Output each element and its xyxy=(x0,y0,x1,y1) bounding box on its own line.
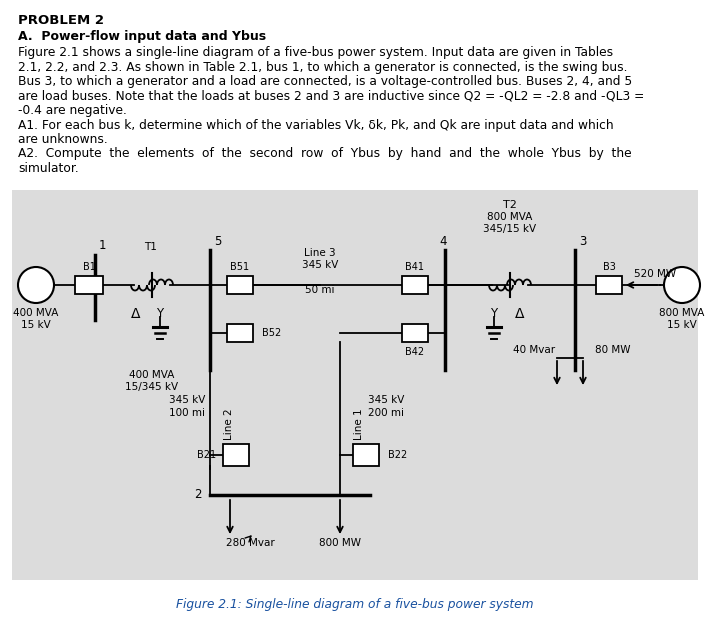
Circle shape xyxy=(18,267,54,303)
Text: 2.1, 2.2, and 2.3. As shown in Table 2.1, bus 1, to which a generator is connect: 2.1, 2.2, and 2.3. As shown in Table 2.1… xyxy=(18,60,628,73)
Text: 345 kV: 345 kV xyxy=(368,395,405,405)
Text: Δ: Δ xyxy=(515,307,525,321)
Text: 345 kV: 345 kV xyxy=(302,260,338,270)
Bar xyxy=(402,276,428,294)
Text: 400 MVA: 400 MVA xyxy=(13,308,59,318)
Bar xyxy=(227,324,253,342)
Bar xyxy=(12,190,698,580)
Bar xyxy=(223,444,249,466)
Text: B41: B41 xyxy=(405,262,425,272)
Text: B22: B22 xyxy=(388,450,408,460)
Text: 400 MVA: 400 MVA xyxy=(129,370,175,380)
Text: Figure 2.1: Single-line diagram of a five-bus power system: Figure 2.1: Single-line diagram of a fiv… xyxy=(176,598,534,611)
Text: Figure 2.1 shows a single-line diagram of a five-bus power system. Input data ar: Figure 2.1 shows a single-line diagram o… xyxy=(18,46,613,59)
Text: Y: Y xyxy=(156,307,163,320)
Text: B3: B3 xyxy=(603,262,616,272)
Text: 345/15 kV: 345/15 kV xyxy=(484,224,537,234)
Bar xyxy=(75,276,103,294)
Text: 15/345 kV: 15/345 kV xyxy=(126,382,178,392)
Text: A1. For each bus k, determine which of the variables Vk, δk, Pk, and Qk are inpu: A1. For each bus k, determine which of t… xyxy=(18,119,613,131)
Text: 280 Mvar: 280 Mvar xyxy=(226,538,275,548)
Text: 200 mi: 200 mi xyxy=(368,408,404,418)
Text: 345 kV: 345 kV xyxy=(169,395,205,405)
Text: 15 kV: 15 kV xyxy=(21,320,51,330)
Text: A2.  Compute  the  elements  of  the  second  row  of  Ybus  by  hand  and  the : A2. Compute the elements of the second r… xyxy=(18,148,632,161)
Bar xyxy=(596,276,622,294)
Text: Y: Y xyxy=(491,307,498,320)
Text: 800 MVA: 800 MVA xyxy=(487,212,532,222)
Text: Line 1: Line 1 xyxy=(354,408,364,440)
Text: 15 kV: 15 kV xyxy=(667,320,697,330)
Text: 520 MW: 520 MW xyxy=(634,269,676,279)
Text: Line 2: Line 2 xyxy=(224,408,234,440)
Text: 5: 5 xyxy=(214,235,222,248)
Text: Δ: Δ xyxy=(131,307,141,321)
Text: T1: T1 xyxy=(144,242,157,252)
Text: simulator.: simulator. xyxy=(18,162,79,175)
Text: 100 mi: 100 mi xyxy=(169,408,205,418)
Text: are unknowns.: are unknowns. xyxy=(18,133,108,146)
Text: B21: B21 xyxy=(197,450,216,460)
Text: 80 MW: 80 MW xyxy=(595,345,630,355)
Circle shape xyxy=(664,267,700,303)
Text: B1: B1 xyxy=(82,262,95,272)
Text: A.  Power-flow input data and Ybus: A. Power-flow input data and Ybus xyxy=(18,30,266,43)
Bar xyxy=(353,444,379,466)
Text: 800 MVA: 800 MVA xyxy=(660,308,705,318)
Text: B52: B52 xyxy=(262,328,281,338)
Text: 4: 4 xyxy=(439,235,447,248)
Text: 800 MW: 800 MW xyxy=(319,538,361,548)
Text: 3: 3 xyxy=(579,235,586,248)
Bar xyxy=(402,324,428,342)
Text: 40 Mvar: 40 Mvar xyxy=(513,345,555,355)
Text: 1: 1 xyxy=(99,239,106,252)
Text: T2: T2 xyxy=(503,200,517,210)
Text: Line 3: Line 3 xyxy=(304,248,336,258)
Bar xyxy=(227,276,253,294)
Text: B51: B51 xyxy=(231,262,249,272)
Text: Bus 3, to which a generator and a load are connected, is a voltage-controlled bu: Bus 3, to which a generator and a load a… xyxy=(18,75,632,88)
Text: 50 mi: 50 mi xyxy=(305,285,334,295)
Text: B42: B42 xyxy=(405,347,425,357)
Text: are load buses. Note that the loads at buses 2 and 3 are inductive since Q2 = -Q: are load buses. Note that the loads at b… xyxy=(18,90,644,102)
Text: 2: 2 xyxy=(195,489,202,502)
Text: PROBLEM 2: PROBLEM 2 xyxy=(18,14,104,27)
Text: -0.4 are negative.: -0.4 are negative. xyxy=(18,104,127,117)
